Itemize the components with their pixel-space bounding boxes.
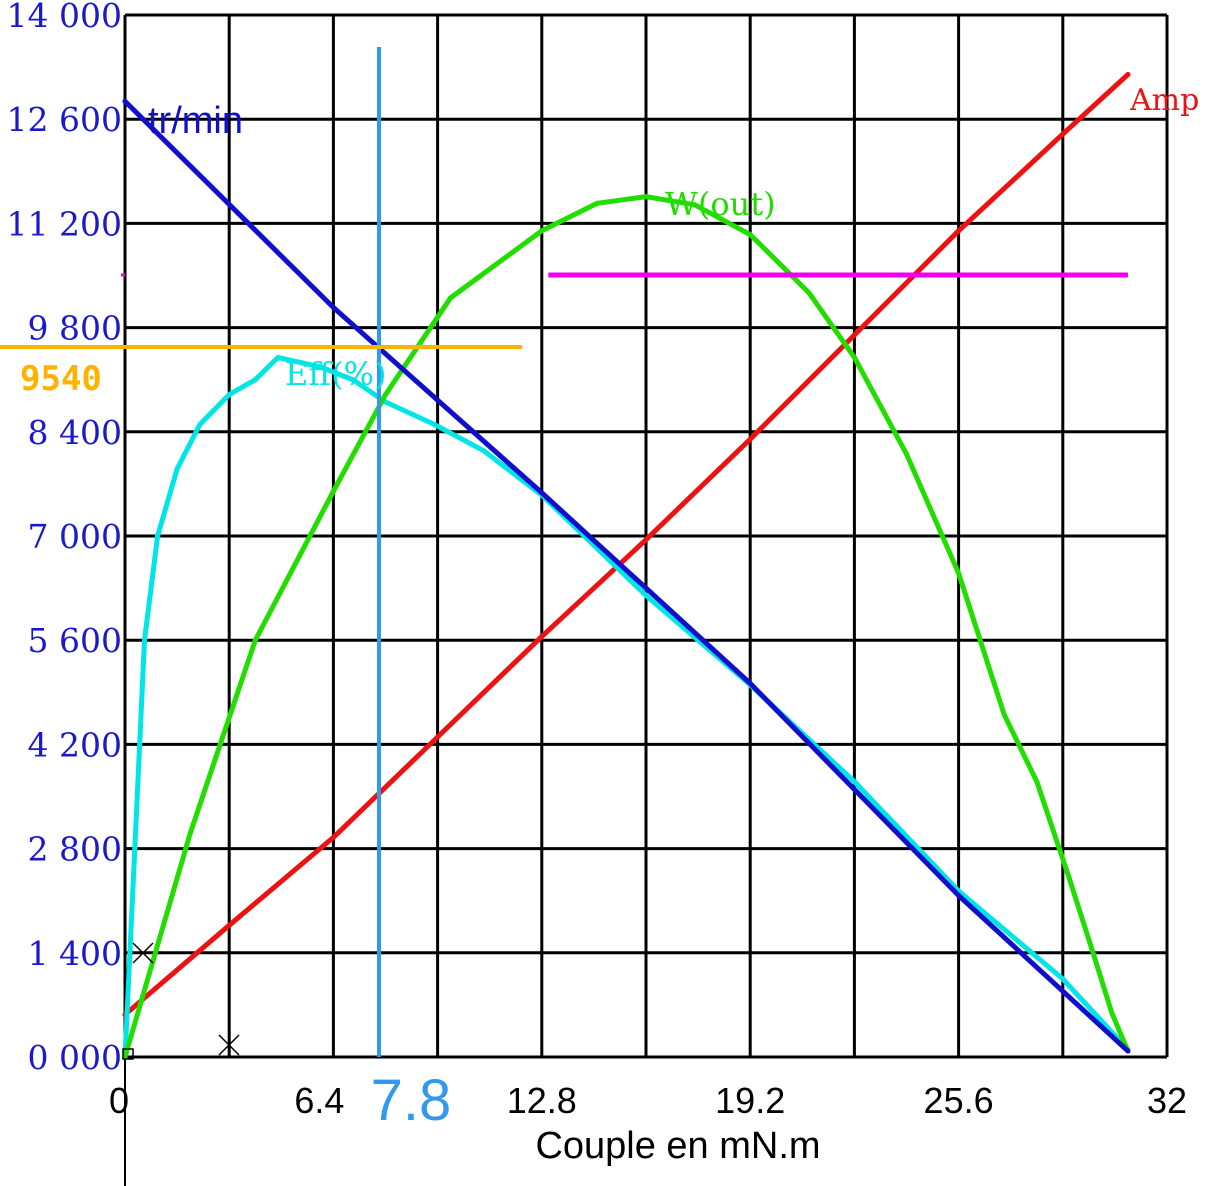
- series-label-power: W(out): [665, 185, 776, 223]
- data-point: [956, 892, 962, 898]
- y-tick-label: 8 400: [28, 413, 122, 452]
- data-point: [480, 447, 486, 453]
- data-point: [1060, 976, 1066, 982]
- series-line-0: [122, 98, 1131, 1054]
- data-point: [643, 194, 649, 200]
- annotation-label-9540: 9540: [20, 359, 102, 399]
- data-point: [643, 593, 649, 599]
- data-point: [197, 421, 203, 427]
- data-point: [431, 421, 437, 427]
- square-marker: [122, 1048, 134, 1060]
- y-tick-label: 14 000: [7, 0, 122, 35]
- data-point: [330, 305, 336, 311]
- data-point: [252, 377, 258, 383]
- y-tick-label: 9 800: [28, 309, 122, 348]
- cross-marker: [218, 1034, 240, 1056]
- y-tick-label: 1 400: [28, 934, 122, 973]
- y-tick-label: 7 000: [28, 517, 122, 556]
- y-tick-label: 0 000: [28, 1038, 122, 1077]
- y-tick-labels: 0 000 1 400 2 800 4 200 5 600 7 000 8 400 9 800…: [7, 0, 122, 1077]
- y-tick-label: 2 800: [28, 830, 122, 869]
- data-point: [155, 533, 161, 539]
- data-point: [448, 295, 454, 301]
- data-point: [747, 680, 753, 686]
- data-point: [1125, 1048, 1131, 1054]
- data-point: [1060, 131, 1066, 137]
- data-point: [275, 354, 281, 360]
- data-point: [747, 436, 753, 442]
- data-point: [539, 228, 545, 234]
- series-line-2: [122, 194, 1131, 1060]
- data-point: [1001, 712, 1007, 718]
- y-tick-label: 11 200: [7, 204, 122, 243]
- data-point: [435, 734, 441, 740]
- y-tick-label: 4 200: [28, 725, 122, 764]
- cross-marker: [132, 942, 154, 964]
- series-label-current: Amp: [1129, 83, 1199, 118]
- data-point: [692, 202, 698, 208]
- x-tick-label: 6.4: [294, 1080, 344, 1121]
- series-layer: [122, 72, 1131, 1060]
- annotation-label-7-8: 7.8: [371, 1068, 452, 1133]
- data-point: [956, 570, 962, 576]
- series-label-efficiency: Eff(%): [285, 355, 386, 393]
- data-point: [851, 779, 857, 785]
- data-point: [1034, 779, 1040, 785]
- x-axis-label: Couple en mN.m: [535, 1125, 820, 1167]
- data-point: [330, 834, 336, 840]
- series-line-3: [122, 72, 1131, 1018]
- data-point: [594, 200, 600, 206]
- data-point: [1109, 1009, 1115, 1015]
- y-tick-label: 12 600: [7, 100, 122, 139]
- data-point: [142, 637, 148, 643]
- data-point: [904, 451, 909, 457]
- data-point: [806, 290, 812, 296]
- x-tick-label: 19.2: [715, 1080, 785, 1121]
- data-point: [174, 466, 180, 472]
- x-tick-label: 32: [1147, 1080, 1187, 1121]
- series-label-speed: tr/min: [148, 100, 243, 142]
- data-point: [187, 831, 193, 837]
- data-point: [1125, 72, 1131, 78]
- data-point: [539, 490, 545, 496]
- data-point: [1092, 957, 1098, 963]
- data-point: [350, 377, 356, 383]
- y-tick-label: 5 600: [28, 621, 122, 660]
- data-point: [956, 228, 962, 234]
- data-point: [132, 846, 138, 852]
- data-point: [1066, 875, 1072, 881]
- data-point: [851, 332, 857, 338]
- x-tick-label: 0: [109, 1080, 129, 1121]
- series-labels: tr/min Eff(%) W(out) Amp 7.8 9540: [20, 83, 1199, 1133]
- data-point: [252, 637, 258, 643]
- data-point: [317, 364, 323, 370]
- x-tick-labels: 0 6.4 12.8 19.2 25.6 32: [109, 1080, 1187, 1121]
- data-point: [122, 98, 128, 104]
- data-point: [330, 488, 336, 494]
- data-point: [747, 232, 753, 238]
- data-point: [851, 354, 857, 360]
- x-tick-label: 12.8: [507, 1080, 577, 1121]
- grid-lines: [123, 13, 1169, 1186]
- data-point: [226, 922, 232, 928]
- chart-extras: [0, 47, 1128, 1060]
- x-tick-label: 25.6: [924, 1080, 994, 1121]
- data-point: [226, 392, 232, 398]
- data-point: [539, 633, 545, 639]
- data-point: [643, 537, 649, 543]
- data-point: [383, 392, 388, 398]
